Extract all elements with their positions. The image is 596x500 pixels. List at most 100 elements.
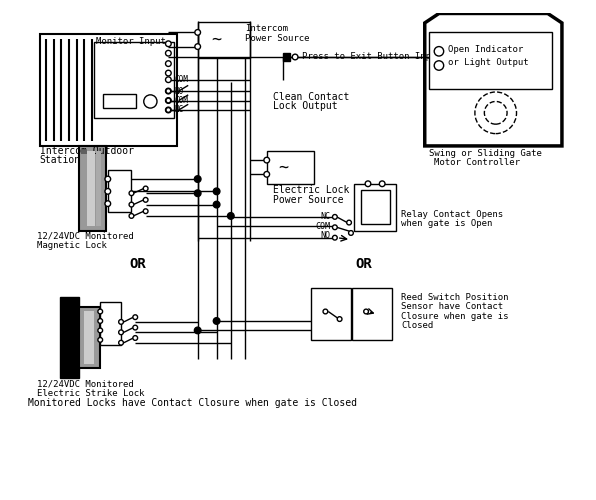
Circle shape <box>166 50 171 56</box>
Circle shape <box>264 158 269 163</box>
Circle shape <box>264 172 269 177</box>
Circle shape <box>166 98 171 103</box>
Circle shape <box>166 98 170 103</box>
Circle shape <box>166 61 171 66</box>
Text: Relay Contact Opens: Relay Contact Opens <box>401 210 503 218</box>
Text: OR: OR <box>355 257 372 271</box>
Circle shape <box>166 108 170 112</box>
Circle shape <box>98 328 103 333</box>
Bar <box>79 146 106 231</box>
Circle shape <box>323 309 328 314</box>
Text: NO: NO <box>320 232 330 240</box>
Circle shape <box>98 318 103 324</box>
Circle shape <box>144 95 157 108</box>
Text: NO: NO <box>174 86 184 96</box>
Circle shape <box>133 325 138 330</box>
Circle shape <box>98 338 103 342</box>
Circle shape <box>129 214 134 218</box>
Text: Clean Contact: Clean Contact <box>274 92 350 102</box>
Circle shape <box>195 44 200 50</box>
Bar <box>267 150 314 184</box>
Bar <box>108 170 132 212</box>
Text: ~: ~ <box>212 31 222 49</box>
Text: Swing or Sliding Gate: Swing or Sliding Gate <box>430 149 542 158</box>
Text: NC: NC <box>174 106 184 114</box>
Bar <box>60 298 79 378</box>
Text: NC: NC <box>320 212 330 222</box>
Circle shape <box>194 327 201 334</box>
Circle shape <box>166 70 171 76</box>
Circle shape <box>166 88 170 94</box>
Circle shape <box>133 336 138 340</box>
Circle shape <box>292 54 298 60</box>
Bar <box>198 22 250 58</box>
Bar <box>430 32 552 89</box>
Circle shape <box>195 30 200 35</box>
Text: 12/24VDC Monitored: 12/24VDC Monitored <box>37 232 134 240</box>
Bar <box>40 34 177 146</box>
Circle shape <box>129 191 134 196</box>
Circle shape <box>365 181 371 186</box>
Text: or Light Output: or Light Output <box>448 58 529 67</box>
Circle shape <box>333 225 337 230</box>
Bar <box>100 302 121 344</box>
Circle shape <box>143 186 148 191</box>
Circle shape <box>349 230 353 235</box>
Text: Station: Station <box>40 155 81 165</box>
Circle shape <box>166 77 171 82</box>
Text: Electric Lock: Electric Lock <box>274 186 350 196</box>
Circle shape <box>133 315 138 320</box>
Circle shape <box>119 340 123 345</box>
Circle shape <box>166 88 171 94</box>
Circle shape <box>379 181 385 186</box>
Circle shape <box>337 316 342 322</box>
Circle shape <box>228 212 234 220</box>
Circle shape <box>143 198 148 202</box>
Text: COM: COM <box>174 96 188 105</box>
Text: when gate is Open: when gate is Open <box>401 219 492 228</box>
Text: Monitor Input: Monitor Input <box>97 38 166 46</box>
Text: COM: COM <box>315 222 330 231</box>
Text: OR: OR <box>130 257 147 271</box>
Circle shape <box>143 209 148 214</box>
Circle shape <box>166 107 171 113</box>
Circle shape <box>166 41 171 46</box>
Bar <box>103 94 136 108</box>
Circle shape <box>434 46 443 56</box>
Circle shape <box>129 202 134 207</box>
Text: Open Indicator: Open Indicator <box>448 45 524 54</box>
Circle shape <box>119 330 123 334</box>
Text: Intercom Outdoor: Intercom Outdoor <box>40 146 134 156</box>
Bar <box>283 53 290 61</box>
Circle shape <box>194 176 201 182</box>
Text: COM: COM <box>174 75 188 84</box>
Text: Motor Controller: Motor Controller <box>434 158 520 168</box>
Text: ~: ~ <box>278 158 288 176</box>
Bar <box>352 288 392 340</box>
Text: Intercom: Intercom <box>245 24 288 33</box>
Text: Electric Strike Lock: Electric Strike Lock <box>37 390 144 398</box>
Circle shape <box>119 320 123 324</box>
Text: Press to Exit Button Input: Press to Exit Button Input <box>302 52 442 62</box>
Bar <box>79 307 100 368</box>
Circle shape <box>434 61 443 70</box>
Circle shape <box>213 202 220 208</box>
Bar <box>84 312 94 364</box>
Circle shape <box>105 188 111 194</box>
Bar <box>94 42 174 117</box>
Bar <box>87 150 95 226</box>
Bar <box>97 150 101 226</box>
Bar <box>361 190 390 224</box>
Bar <box>311 288 351 340</box>
Circle shape <box>194 190 201 196</box>
Text: Magnetic Lock: Magnetic Lock <box>37 241 107 250</box>
Text: Sensor have Contact: Sensor have Contact <box>401 302 503 312</box>
Circle shape <box>213 188 220 194</box>
Text: Monitored Locks have Contact Closure when gate is Closed: Monitored Locks have Contact Closure whe… <box>29 398 358 408</box>
Circle shape <box>105 176 111 182</box>
Circle shape <box>213 318 220 324</box>
Circle shape <box>333 214 337 220</box>
Text: Power Source: Power Source <box>245 34 309 42</box>
Circle shape <box>98 309 103 314</box>
Polygon shape <box>425 14 562 146</box>
